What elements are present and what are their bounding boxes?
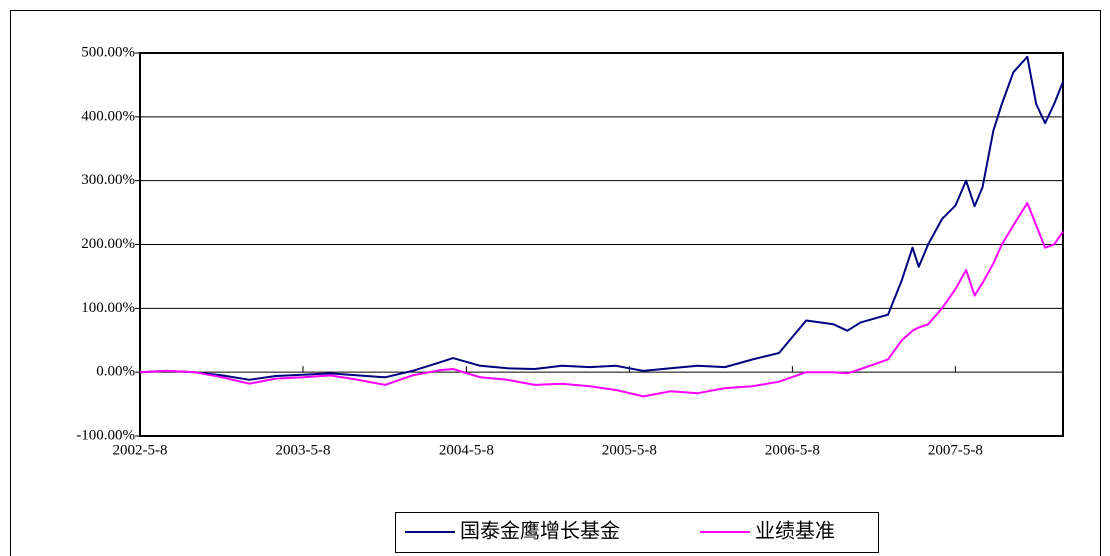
chart-frame	[10, 10, 1101, 556]
y-tick-label: 500.00%	[81, 44, 135, 60]
x-tick-label: 2005-5-8	[602, 442, 657, 458]
y-tick-label: -100.00%	[76, 427, 135, 443]
plot-border	[139, 52, 1064, 437]
legend-box	[395, 512, 879, 553]
x-tick-label: 2006-5-8	[765, 442, 820, 458]
y-tick-label: 0.00%	[96, 364, 135, 380]
x-tick-label: 2002-5-8	[113, 442, 168, 458]
x-tick-label: 2004-5-8	[439, 442, 494, 458]
y-tick-label: 300.00%	[81, 172, 135, 188]
y-tick-label: 400.00%	[81, 108, 135, 124]
y-tick-label: 100.00%	[81, 300, 135, 316]
series-line	[139, 55, 1064, 381]
y-tick-label: 200.00%	[81, 236, 135, 252]
x-tick-label: 2003-5-8	[275, 442, 330, 458]
x-tick-label: 2007-5-8	[928, 442, 983, 458]
legend-label: 国泰金鹰增长基金	[460, 520, 620, 543]
legend-label: 业绩基准	[755, 520, 835, 543]
series-line	[139, 202, 1064, 398]
